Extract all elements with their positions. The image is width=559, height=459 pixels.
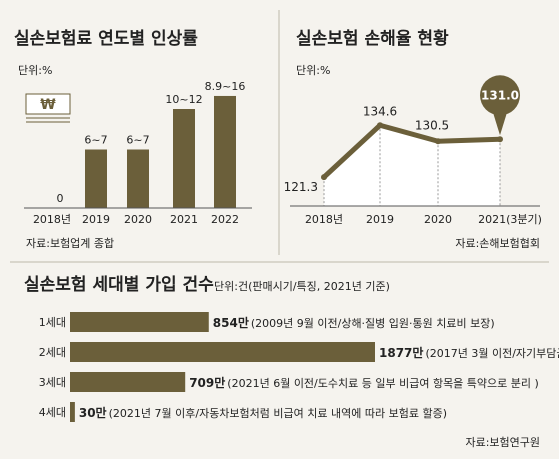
chart2-source: 자료:손해보험협회 [455,236,540,250]
chart1-value-label: 6~7 [126,134,149,147]
chart1-tick-label: 2021 [170,213,198,226]
chart3-note: (2017년 3월 이전/자기부담금 도입 ) [425,347,559,360]
chart3-bar [70,372,186,392]
chart2-point [497,136,503,143]
chart2-series-line [322,122,501,179]
chart2-highlight-bubble [480,75,520,116]
chart1-tick-label: 2019 [82,213,110,226]
chart3-category-label: 3세대 [39,376,66,389]
chart3-source: 자료:보험연구원 [465,436,540,449]
chart1-value-label: 0 [57,192,64,205]
chart3-value-label: 30만 [79,405,107,420]
chart1-value-label: 8.9~16 [205,80,246,93]
chart1-value-label: 6~7 [84,134,107,147]
chart3-value-label: 709만 [189,375,225,390]
chart2-tick-label: 2018년 [305,213,343,226]
chart2-area [324,125,500,206]
won-currency-icon: ₩ [25,93,71,123]
chart2-point [321,174,327,181]
chart2-point [435,138,441,145]
chart2-value-label: 131.0 [481,88,519,102]
chart1-bar [127,149,149,208]
chart1-source: 자료:보험업계 종합 [26,237,114,250]
chart1-unit: 단위:% [18,64,52,77]
chart3-category-label: 2세대 [39,346,66,359]
chart3-category-label: 1세대 [39,316,66,329]
chart1-title: 실손보험료 연도별 인상률 [14,28,198,49]
chart1-value-label: 10~12 [165,93,202,106]
chart2-value-label: 121.3 [284,180,318,194]
chart2-tick-label: 2020 [424,213,452,226]
chart3-note: (2021년 7월 이후/자동차보험처럼 비급여 치료 내역에 따라 보험료 할… [109,407,447,420]
chart3-note: (2021년 6월 이전/도수치료 등 일부 비급여 항목을 특약으로 분리 ) [227,376,539,390]
chart3-title: 실손보험 세대별 가입 건수 [24,274,214,295]
chart1-tick-label: 2022 [211,213,239,226]
chart3-bar [70,312,209,332]
chart3-value-label: 1877만 [379,345,423,360]
chart2-value-label: 134.6 [363,104,397,118]
chart1-bar [173,109,195,208]
chart2-highlight-pointer [492,109,508,136]
chart2-tick-label: 2021(3분기) [478,213,542,226]
chart1-tick-label: 2020 [124,213,152,226]
chart2-tick-label: 2019 [366,213,394,226]
chart3-note: (2009년 9월 이전/상해·질병 입원·통원 치료비 보장) [251,316,495,330]
chart3-category-label: 4세대 [39,406,66,419]
chart3-value-label: 854만 [213,315,249,330]
chart2-value-label: 130.5 [415,118,449,132]
chart2-unit: 단위:% [296,64,330,77]
svg-text:₩: ₩ [40,97,56,113]
chart1-bar [214,95,236,208]
chart2-point [377,122,383,129]
chart3-bar [70,342,375,362]
chart2-title: 실손보험 손해율 현황 [296,28,449,49]
chart1-bar [85,149,107,208]
chart3-bar [70,402,75,422]
chart3-unit: 단위:건(판매시기/특징, 2021년 기준) [214,280,390,293]
chart1-tick-label: 2018년 [33,213,71,226]
